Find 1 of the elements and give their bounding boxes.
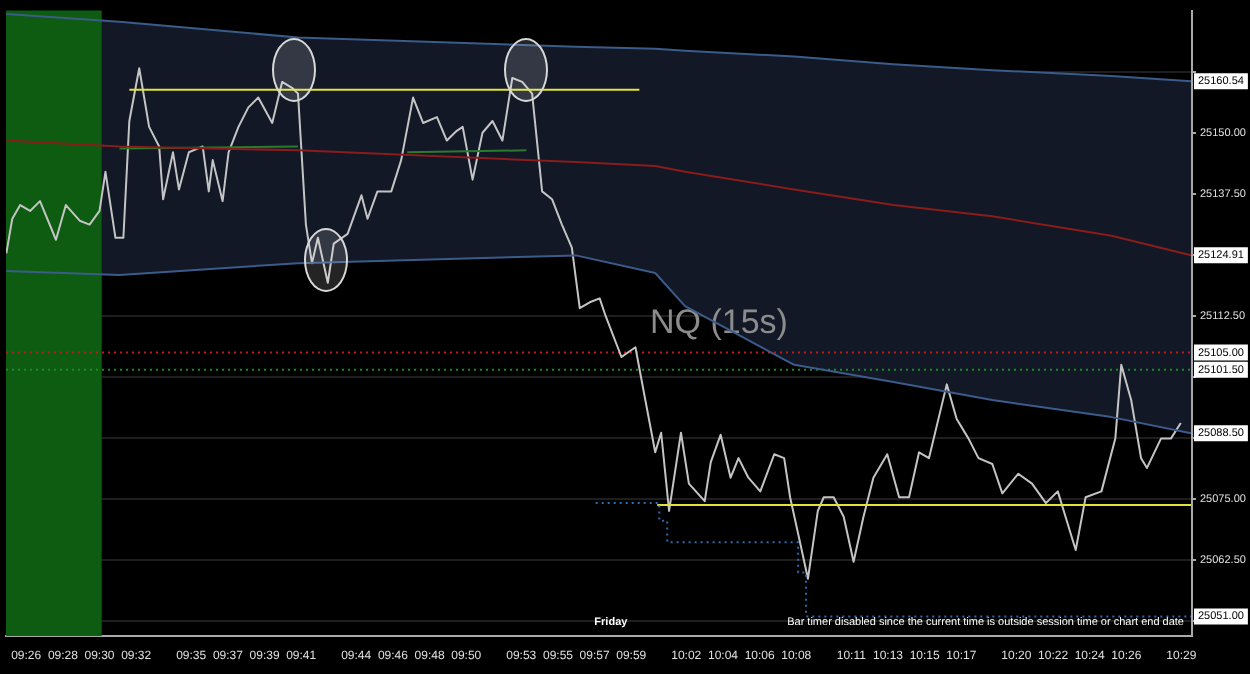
text: NQ (15s) bbox=[650, 302, 788, 341]
